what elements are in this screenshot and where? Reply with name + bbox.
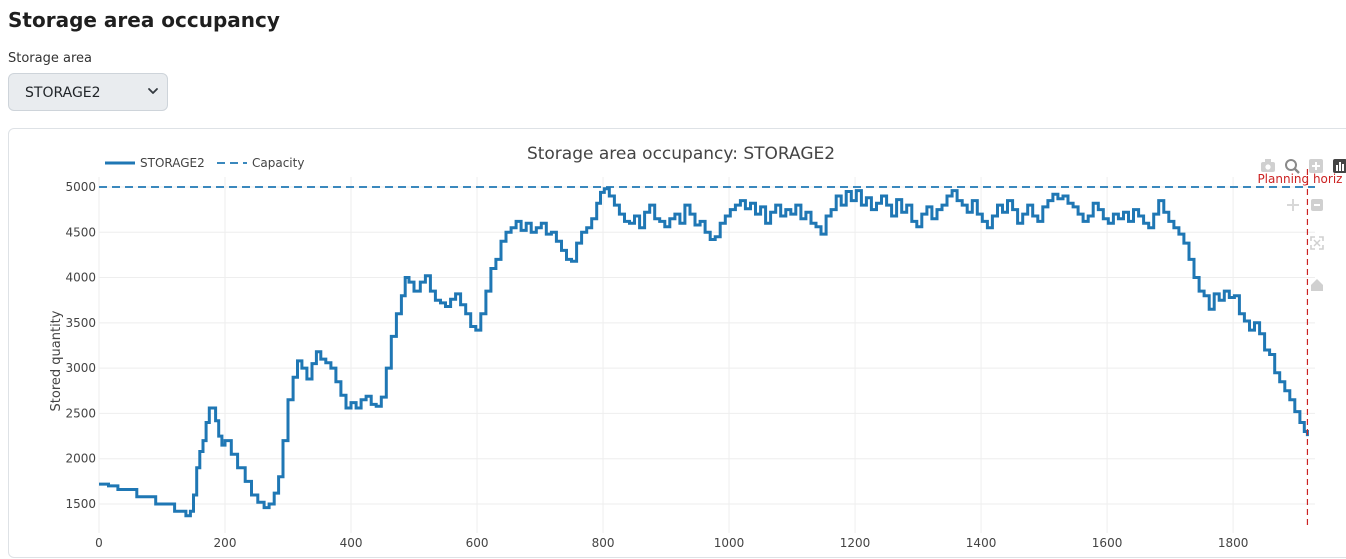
series-layer bbox=[99, 186, 1315, 518]
legend: STORAGE2 Capacity bbox=[105, 156, 304, 170]
x-tick-label: 1600 bbox=[1092, 536, 1123, 550]
zoom-icon[interactable] bbox=[1285, 159, 1300, 174]
x-tick-label: 1400 bbox=[966, 536, 997, 550]
y-tick-label: 3000 bbox=[65, 361, 96, 375]
x-tick-label: 0 bbox=[95, 536, 103, 550]
y-tick-label: 4500 bbox=[65, 225, 96, 239]
x-tick-label: 800 bbox=[592, 536, 615, 550]
storage-area-select-value: STORAGE2 bbox=[25, 85, 101, 101]
home-icon[interactable] bbox=[1311, 279, 1323, 291]
chart-card: 0 200 400 600 800 1000 1200 1400 1600 1800 1500 200… bbox=[8, 128, 1346, 558]
x-tick-label: 1800 bbox=[1218, 536, 1249, 550]
y-axis-label: Stored quantity bbox=[49, 310, 64, 411]
x-tick-label: 200 bbox=[214, 536, 237, 550]
x-tick-label: 1200 bbox=[840, 536, 871, 550]
y-tick-label: 2500 bbox=[65, 406, 96, 420]
storage-area-select[interactable]: STORAGE2 bbox=[8, 73, 168, 111]
y-tick-label: 1500 bbox=[65, 497, 96, 511]
legend-item-storage2[interactable]: STORAGE2 bbox=[105, 156, 205, 170]
legend-label-capacity: Capacity bbox=[252, 156, 304, 170]
camera-icon[interactable] bbox=[1261, 159, 1275, 172]
zoom-in-icon[interactable] bbox=[1309, 159, 1323, 173]
storage-area-label: Storage area bbox=[8, 51, 92, 66]
occupancy-chart: 0 200 400 600 800 1000 1200 1400 1600 1800 1500 200… bbox=[49, 144, 1346, 550]
axis-ticks: 0 200 400 600 800 1000 1200 1400 1600 1800 1500 200… bbox=[65, 180, 1248, 550]
modebar bbox=[1261, 159, 1346, 291]
legend-item-capacity[interactable]: Capacity bbox=[217, 156, 304, 170]
plotly-logo-icon[interactable] bbox=[1333, 159, 1346, 173]
annotation-layer: Planning horiz bbox=[1257, 169, 1342, 529]
x-tick-label: 400 bbox=[340, 536, 363, 550]
planning-horizon-label: Planning horiz bbox=[1257, 172, 1342, 186]
page-title: Storage area occupancy bbox=[8, 8, 280, 32]
legend-label-storage2: STORAGE2 bbox=[140, 156, 205, 170]
chart-title: Storage area occupancy: STORAGE2 bbox=[527, 144, 835, 164]
y-tick-label: 5000 bbox=[65, 180, 96, 194]
x-tick-label: 600 bbox=[466, 536, 489, 550]
chevron-down-icon bbox=[148, 88, 158, 94]
grid-lines bbox=[98, 177, 1315, 533]
zoom-out-icon[interactable] bbox=[1311, 199, 1323, 211]
y-tick-label: 2000 bbox=[65, 452, 96, 466]
pan-icon[interactable] bbox=[1287, 199, 1299, 211]
y-tick-label: 4000 bbox=[65, 271, 96, 285]
autoscale-icon[interactable] bbox=[1310, 236, 1324, 250]
y-tick-label: 3500 bbox=[65, 316, 96, 330]
x-tick-label: 1000 bbox=[714, 536, 745, 550]
series-line-storage2 bbox=[99, 187, 1309, 518]
